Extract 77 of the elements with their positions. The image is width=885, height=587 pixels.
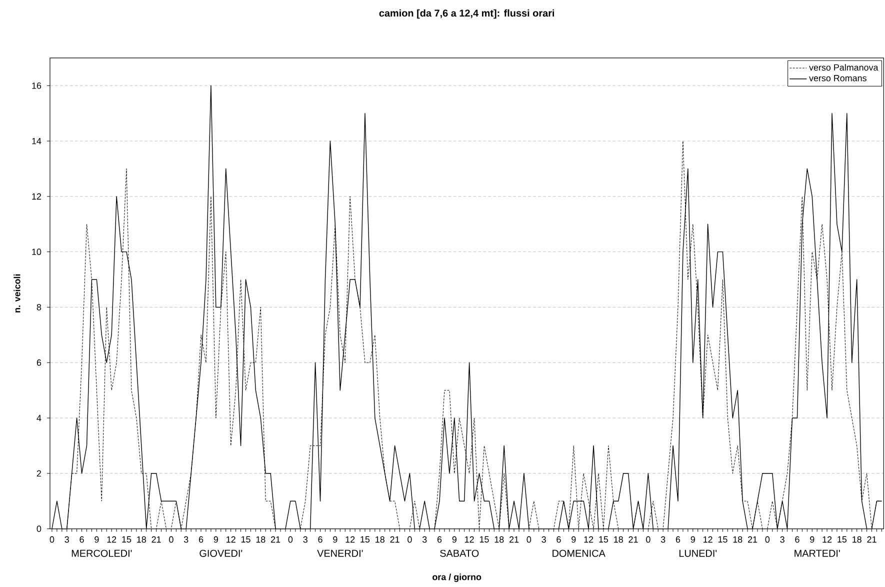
x-tick-label: 12 <box>822 536 832 543</box>
x-tick-label: 15 <box>599 536 608 543</box>
x-tick-label: 15 <box>480 536 489 543</box>
x-tick-label: 18 <box>256 536 266 543</box>
x-tick-label: 3 <box>660 536 666 543</box>
x-tick-label: 18 <box>852 536 862 543</box>
y-tick-label: 2 <box>36 470 42 477</box>
x-tick-label: 0 <box>169 536 174 543</box>
x-tick-label: 6 <box>318 536 322 543</box>
x-tick-label: 12 <box>226 536 236 543</box>
x-tick-label: 15 <box>360 536 370 543</box>
x-tick-label: 21 <box>867 536 876 543</box>
x-tick-label: 0 <box>765 536 770 543</box>
x-tick-label: 12 <box>704 536 712 543</box>
x-tick-label: 6 <box>80 536 84 543</box>
x-tick-label: 6 <box>198 536 204 543</box>
y-axis-title: n. veicoli <box>14 274 20 312</box>
x-tick-label: 18 <box>614 536 623 543</box>
x-tick-label: 9 <box>452 536 456 543</box>
x-tick-label: 21 <box>152 536 161 543</box>
x-tick-label: 9 <box>333 536 338 543</box>
text: MERCOLEDI' <box>72 550 132 557</box>
x-tick-label: 9 <box>94 536 99 543</box>
x-tick-label: 9 <box>214 536 218 543</box>
text: DOMENICA <box>552 550 606 557</box>
y-tick-label: 10 <box>32 248 42 256</box>
x-tick-label: 21 <box>510 536 519 543</box>
x-tick-label: 6 <box>795 536 800 543</box>
x-tick-label: 6 <box>437 536 442 543</box>
y-tick-label: 16 <box>32 82 42 89</box>
text: GIOVEDI' <box>200 550 242 557</box>
x-tick-label: 0 <box>50 536 54 543</box>
x-tick-label: 6 <box>556 536 561 543</box>
x-tick-label: 12 <box>584 536 594 543</box>
x-tick-label: 0 <box>646 536 650 543</box>
x-tick-label: 3 <box>422 536 427 543</box>
y-tick-label: 12 <box>32 193 42 200</box>
y-tick-label: 0 <box>36 526 42 532</box>
text: LUNEDI' <box>679 550 717 557</box>
x-tick-label: 21 <box>271 536 280 543</box>
x-tick-label: 9 <box>810 536 814 543</box>
x-tick-label: 18 <box>376 536 384 543</box>
x-tick-label: 9 <box>690 536 695 543</box>
x-tick-label: 3 <box>184 536 188 543</box>
x-tick-label: 21 <box>390 536 400 543</box>
x-tick-label: 15 <box>838 536 847 543</box>
x-tick-label: 21 <box>748 536 758 543</box>
x-tick-label: 18 <box>137 536 146 543</box>
x-tick-label: 15 <box>718 536 728 543</box>
x-tick-label: 18 <box>494 536 504 543</box>
y-tick-label: 4 <box>36 415 42 422</box>
x-tick-label: 9 <box>572 536 576 543</box>
x-tick-label: 3 <box>64 536 69 543</box>
legend-label: verso Romans <box>809 75 866 82</box>
y-tick-label: 8 <box>36 304 42 311</box>
x-tick-label: 3 <box>542 536 546 543</box>
x-tick-label: 15 <box>122 536 132 543</box>
x-tick-label: 12 <box>465 536 474 543</box>
y-tick-label: 6 <box>36 360 42 366</box>
x-tick-label: 21 <box>628 536 638 543</box>
legend-label: verso Palmanova <box>809 64 878 71</box>
x-tick-label: 12 <box>107 536 116 543</box>
x-tick-label: 0 <box>408 536 412 543</box>
text: VENERDI' <box>317 550 363 557</box>
x-tick-label: 3 <box>780 536 784 543</box>
x-tick-label: 3 <box>303 536 308 543</box>
chart-title: camion [da 7,6 a 12,4 mt]: flussi orari <box>379 9 554 19</box>
x-axis-title: ora / giorno <box>432 574 482 582</box>
text: SABATO <box>440 550 479 557</box>
x-tick-label: 0 <box>526 536 532 543</box>
x-tick-label: 18 <box>733 536 742 543</box>
x-tick-label: 6 <box>676 536 680 543</box>
x-tick-label: 15 <box>241 536 250 543</box>
x-tick-label: 12 <box>346 536 355 543</box>
y-tick-label: 14 <box>32 138 42 144</box>
x-tick-label: 0 <box>288 536 293 543</box>
text: MARTEDI' <box>794 550 840 557</box>
